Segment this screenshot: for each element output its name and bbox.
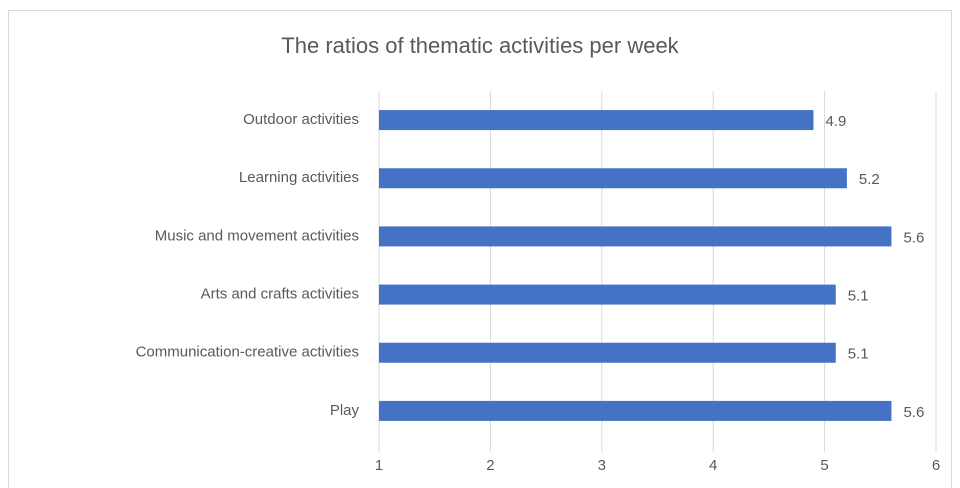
data-label: 5.6 xyxy=(903,229,924,246)
bar xyxy=(379,284,836,305)
y-tick-label: Outdoor activities xyxy=(243,111,359,128)
chart-title: The ratios of thematic activities per we… xyxy=(281,33,679,58)
data-label: 5.1 xyxy=(848,346,869,363)
y-tick-label: Music and movement activities xyxy=(155,227,359,244)
data-label: 5.2 xyxy=(859,171,880,188)
bar xyxy=(379,110,814,131)
data-label: 5.1 xyxy=(848,288,869,305)
x-tick-label: 5 xyxy=(820,457,828,474)
x-tick-label: 3 xyxy=(598,457,606,474)
bar xyxy=(379,226,892,247)
x-tick-label: 1 xyxy=(375,457,383,474)
bar xyxy=(379,168,847,189)
y-tick-label: Communication-creative activities xyxy=(136,344,359,361)
x-tick-label: 4 xyxy=(709,457,717,474)
bar xyxy=(379,342,836,363)
y-tick-label: Play xyxy=(330,402,360,419)
y-tick-label: Learning activities xyxy=(239,169,359,186)
data-label: 4.9 xyxy=(825,113,846,130)
x-tick-label: 6 xyxy=(932,457,940,474)
y-tick-label: Arts and crafts activities xyxy=(201,286,359,303)
x-tick-label: 2 xyxy=(486,457,494,474)
bar xyxy=(379,400,892,421)
data-label: 5.6 xyxy=(903,404,924,421)
